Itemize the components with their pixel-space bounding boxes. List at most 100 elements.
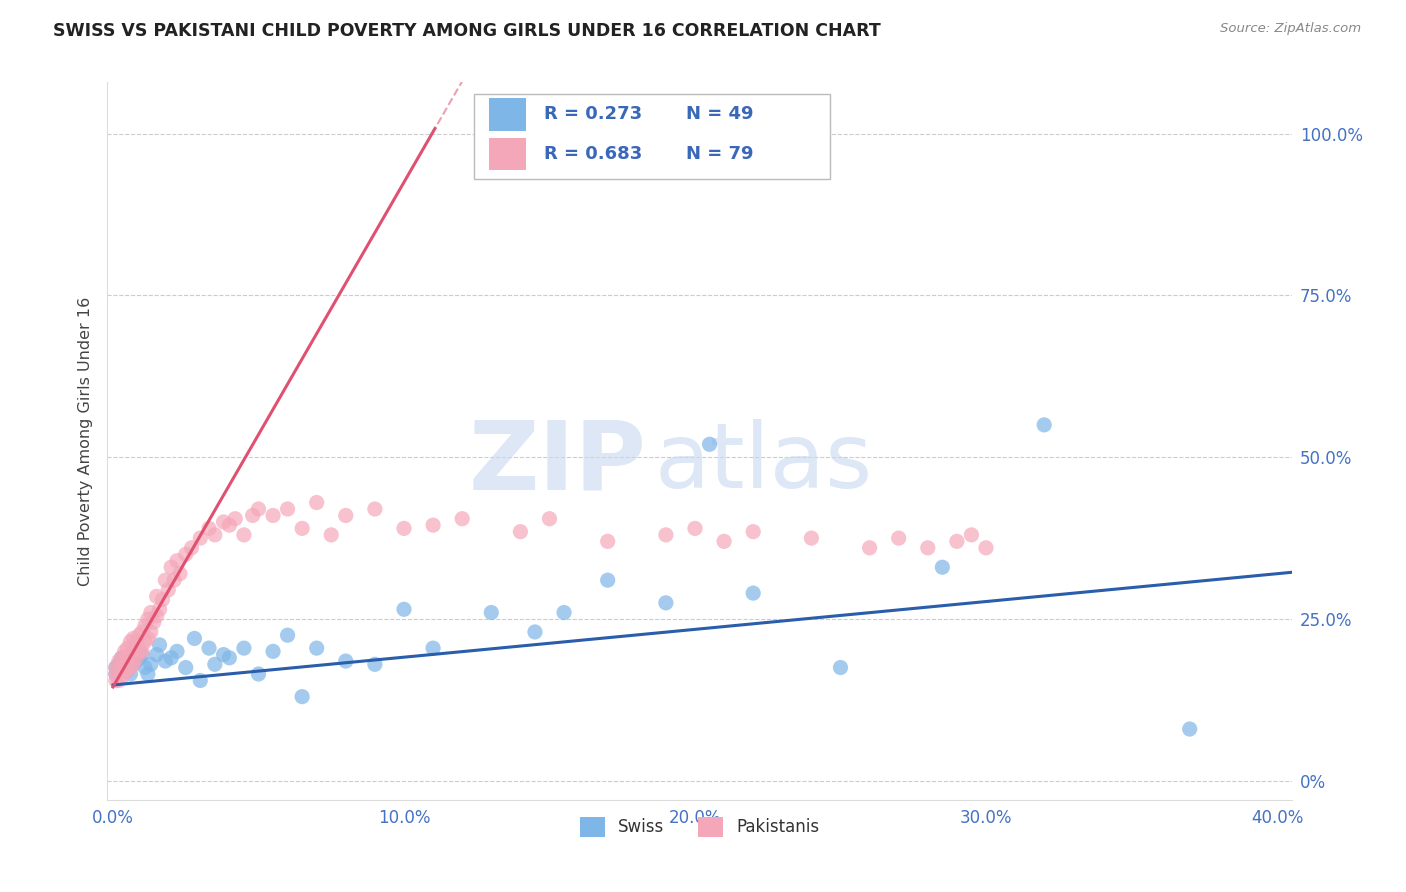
Point xyxy=(596,534,619,549)
Point xyxy=(392,602,415,616)
Point xyxy=(887,531,910,545)
Point xyxy=(111,650,134,665)
Point xyxy=(104,667,127,681)
Point xyxy=(136,667,159,681)
Point xyxy=(277,628,299,642)
Point xyxy=(174,547,197,561)
Point xyxy=(291,690,314,704)
Point xyxy=(232,641,254,656)
Point xyxy=(136,612,159,626)
Point xyxy=(364,502,387,516)
Point xyxy=(538,512,561,526)
Point xyxy=(120,634,142,648)
Point xyxy=(713,534,735,549)
Point xyxy=(479,606,502,620)
Point xyxy=(134,660,156,674)
Point xyxy=(120,648,142,662)
Point xyxy=(553,606,575,620)
Point xyxy=(139,606,162,620)
Point xyxy=(120,667,142,681)
Point xyxy=(139,657,162,672)
Point xyxy=(974,541,997,555)
Point xyxy=(180,541,202,555)
Point xyxy=(277,502,299,516)
Point xyxy=(509,524,531,539)
Point xyxy=(107,657,129,672)
FancyBboxPatch shape xyxy=(474,95,830,179)
Point xyxy=(169,566,191,581)
Point xyxy=(125,634,148,648)
Point xyxy=(145,608,167,623)
Point xyxy=(218,650,240,665)
Point xyxy=(224,512,246,526)
Point xyxy=(166,554,188,568)
Point xyxy=(114,664,136,678)
FancyBboxPatch shape xyxy=(488,98,526,130)
Point xyxy=(107,664,129,678)
Point xyxy=(699,437,721,451)
Point xyxy=(148,602,170,616)
Point xyxy=(122,657,145,672)
Point xyxy=(117,664,139,678)
Point xyxy=(145,648,167,662)
Text: ZIP: ZIP xyxy=(468,416,645,509)
Text: SWISS VS PAKISTANI CHILD POVERTY AMONG GIRLS UNDER 16 CORRELATION CHART: SWISS VS PAKISTANI CHILD POVERTY AMONG G… xyxy=(53,22,882,40)
Point xyxy=(145,590,167,604)
Text: R = 0.273: R = 0.273 xyxy=(544,105,643,123)
Point xyxy=(212,515,235,529)
Point xyxy=(335,508,357,523)
Point xyxy=(858,541,880,555)
Point xyxy=(142,615,165,630)
Point xyxy=(160,650,183,665)
Point xyxy=(107,664,129,678)
Point xyxy=(131,644,153,658)
Point xyxy=(111,670,134,684)
Point xyxy=(107,654,129,668)
FancyBboxPatch shape xyxy=(488,138,526,170)
Point xyxy=(160,560,183,574)
Point xyxy=(232,528,254,542)
Point xyxy=(422,641,444,656)
Text: N = 79: N = 79 xyxy=(686,145,754,163)
Point xyxy=(198,521,221,535)
Point xyxy=(800,531,823,545)
Point xyxy=(128,644,150,658)
Y-axis label: Child Poverty Among Girls Under 16: Child Poverty Among Girls Under 16 xyxy=(79,296,93,586)
Point xyxy=(917,541,939,555)
Point xyxy=(683,521,706,535)
Point xyxy=(392,521,415,535)
Legend: Swiss, Pakistanis: Swiss, Pakistanis xyxy=(574,810,825,844)
Point xyxy=(523,624,546,639)
Point xyxy=(128,650,150,665)
Point xyxy=(131,648,153,662)
Point xyxy=(111,650,134,665)
Point xyxy=(128,628,150,642)
Point xyxy=(262,644,284,658)
Point xyxy=(131,624,153,639)
Point xyxy=(204,528,226,542)
Point xyxy=(104,673,127,688)
Point xyxy=(946,534,969,549)
Point xyxy=(422,518,444,533)
Point xyxy=(242,508,264,523)
Point xyxy=(155,654,177,668)
Point xyxy=(111,660,134,674)
Point xyxy=(204,657,226,672)
Point xyxy=(960,528,983,542)
Point xyxy=(247,502,270,516)
Point xyxy=(830,660,852,674)
Point xyxy=(931,560,953,574)
Point xyxy=(139,624,162,639)
Point xyxy=(125,654,148,668)
Point xyxy=(218,518,240,533)
Point xyxy=(166,644,188,658)
Point xyxy=(451,512,474,526)
Point xyxy=(247,667,270,681)
Point xyxy=(183,632,205,646)
Point xyxy=(364,657,387,672)
Point xyxy=(125,650,148,665)
Point xyxy=(174,660,197,674)
Point xyxy=(104,660,127,674)
Point xyxy=(198,641,221,656)
Point xyxy=(122,644,145,658)
